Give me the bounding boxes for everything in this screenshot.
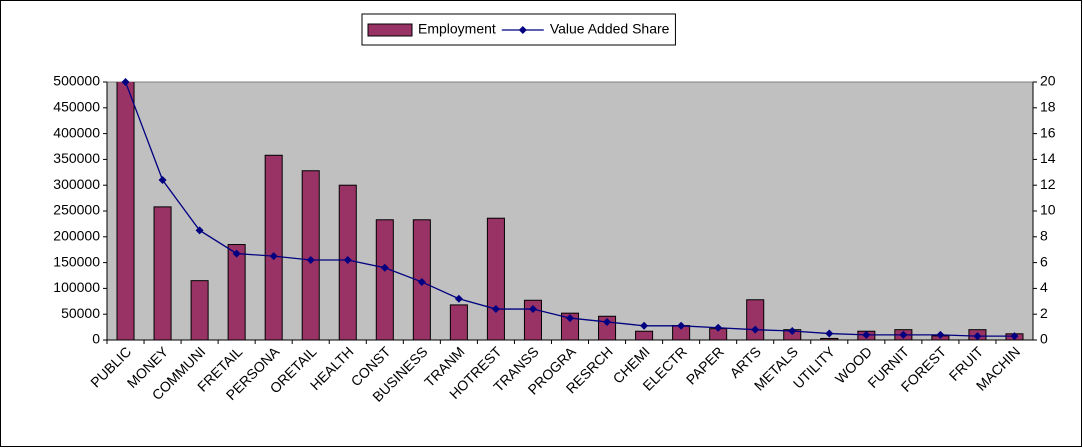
y-tick-label: 50000: [61, 305, 100, 321]
y-tick-label: 200000: [53, 228, 100, 244]
line-marker: [788, 326, 797, 335]
line-marker: [269, 252, 278, 261]
y-tick-label: 500000: [53, 73, 100, 89]
y-tick-label: 0: [92, 331, 100, 347]
bar: [486, 217, 505, 340]
plot-background: [106, 81, 1034, 341]
line-marker: [491, 305, 500, 314]
legend-label: Employment: [418, 21, 496, 37]
y-tick-label: 150000: [53, 253, 100, 269]
line-marker: [306, 256, 315, 265]
line-marker: [380, 263, 389, 272]
bar: [227, 244, 246, 340]
line-marker: [232, 249, 241, 258]
bar: [116, 82, 135, 340]
y-tick-label: 450000: [53, 99, 100, 115]
line-marker: [603, 317, 612, 326]
y-tick-label: 100000: [53, 279, 100, 295]
y2-tick-label: 10: [1040, 202, 1056, 218]
line-marker: [751, 325, 760, 334]
bar: [746, 299, 765, 340]
line-marker: [936, 330, 945, 339]
legend-marker: [518, 26, 527, 34]
line-marker: [862, 330, 871, 339]
line-marker: [1010, 332, 1019, 341]
y2-tick-label: 14: [1040, 150, 1056, 166]
line-marker: [640, 321, 649, 330]
y2-tick-label: 12: [1040, 176, 1056, 192]
bar: [153, 206, 172, 340]
line-marker: [714, 323, 723, 332]
line-marker: [825, 329, 834, 338]
bar: [560, 312, 580, 340]
line-marker: [677, 321, 686, 330]
bar: [264, 154, 283, 340]
y-tick-label: 250000: [53, 202, 100, 218]
bar: [820, 337, 839, 340]
y-tick-label: 350000: [53, 150, 100, 166]
y-tick-label: 400000: [53, 124, 100, 140]
legend: Employment Value Added Share: [361, 13, 676, 46]
line-marker: [566, 314, 574, 323]
line-marker: [454, 294, 463, 303]
legend-swatch: [367, 23, 413, 37]
y2-tick-label: 6: [1040, 253, 1048, 269]
y2-tick-label: 0: [1040, 331, 1048, 347]
line-marker: [417, 277, 426, 286]
line-marker: [343, 256, 352, 265]
plot-area: [106, 81, 1034, 341]
line-marker: [528, 305, 537, 314]
line-marker: [195, 226, 204, 235]
bar: [190, 280, 209, 340]
bar: [449, 304, 468, 340]
line-marker: [973, 332, 982, 341]
y2-tick-label: 2: [1040, 305, 1048, 321]
bar: [375, 219, 394, 340]
bar: [635, 330, 654, 340]
line-marker: [158, 176, 167, 185]
y2-tick-label: 18: [1040, 99, 1056, 115]
y2-tick-label: 4: [1040, 279, 1048, 295]
y2-tick-label: 16: [1040, 124, 1056, 140]
line-marker: [121, 78, 130, 86]
line-marker: [899, 330, 908, 339]
legend-label: Value Added Share: [550, 21, 670, 37]
y2-tick-label: 8: [1040, 228, 1048, 244]
y2-tick-label: 20: [1040, 73, 1056, 89]
y-tick-label: 300000: [53, 176, 100, 192]
bar: [301, 170, 320, 340]
